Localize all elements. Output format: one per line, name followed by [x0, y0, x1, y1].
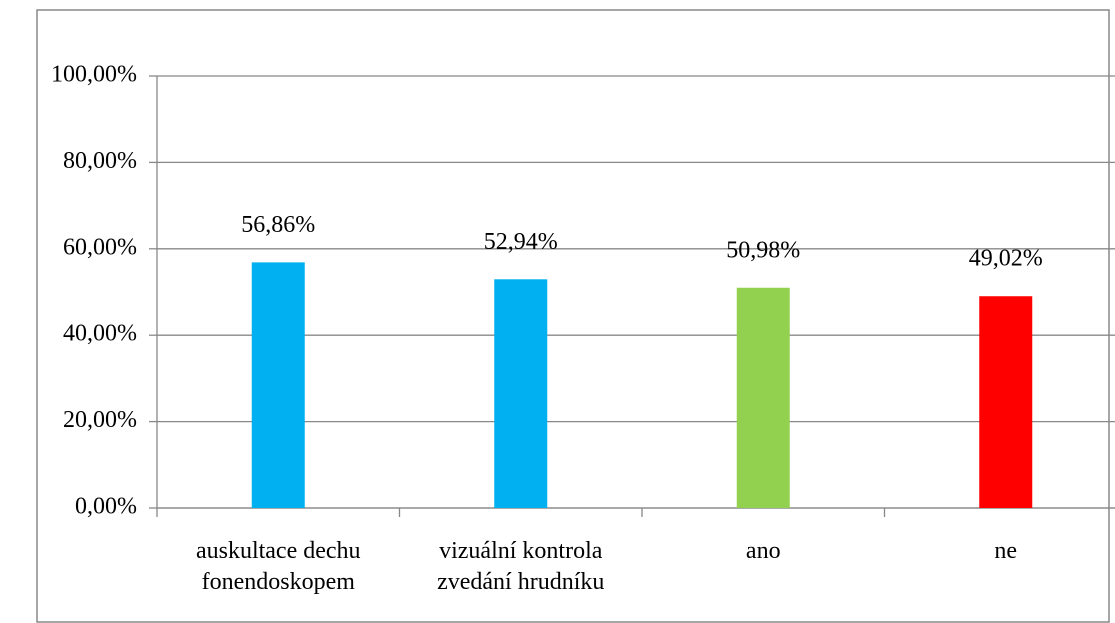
- value-label: 49,02%: [969, 246, 1043, 272]
- y-tick-label: 20,00%: [63, 407, 137, 433]
- x-tick-label: ano: [745, 538, 781, 564]
- value-label: 52,94%: [484, 229, 558, 255]
- y-tick-label: 80,00%: [63, 148, 137, 174]
- y-tick-label: 40,00%: [63, 321, 137, 347]
- bar: [251, 262, 305, 508]
- bar: [736, 287, 790, 508]
- value-label: 56,86%: [241, 212, 315, 238]
- y-tick-label: 60,00%: [63, 234, 137, 260]
- bar: [979, 296, 1033, 508]
- bar: [494, 279, 548, 508]
- y-tick-label: 0,00%: [75, 494, 137, 520]
- chart-border: [36, 9, 1110, 623]
- value-label: 50,98%: [726, 237, 800, 263]
- x-tick-label: auskultace dechu fonendoskopem: [195, 538, 361, 595]
- x-tick-label: ne: [994, 538, 1018, 564]
- y-tick-label: 100,00%: [51, 62, 137, 88]
- x-tick-label: vizuální kontrola zvedání hrudníku: [437, 538, 605, 595]
